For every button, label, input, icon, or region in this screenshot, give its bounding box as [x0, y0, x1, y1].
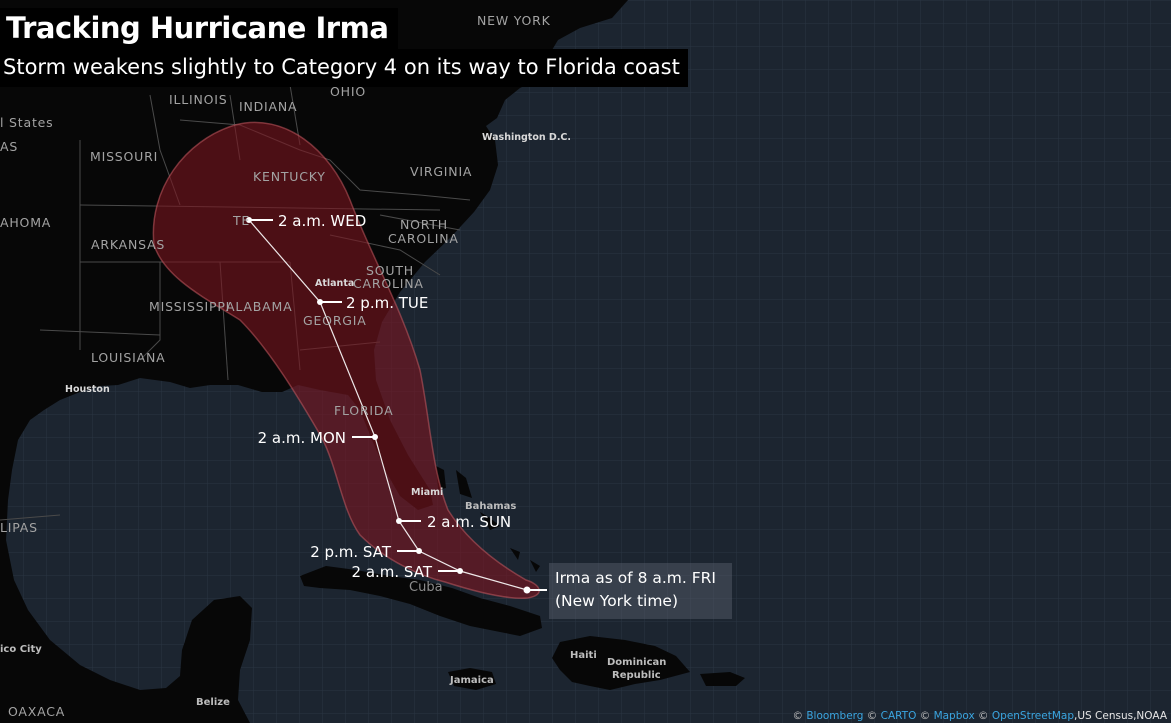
map-label-oaxaca: OAXACA [8, 704, 65, 719]
map-label-republic: Republic [612, 670, 661, 681]
callout-line-2: (New York time) [555, 592, 679, 610]
map-attribution: © Bloomberg © CARTO © Mapbox © OpenStree… [792, 710, 1167, 722]
current-position-point[interactable] [523, 586, 531, 594]
map-label-oklahoma: AHOMA [0, 215, 51, 230]
map-label-indiana: INDIANA [239, 99, 297, 114]
mapbox-link[interactable]: Mapbox [933, 710, 975, 722]
map-label-atlanta: Atlanta [315, 278, 354, 289]
jamaica-land [448, 668, 496, 690]
track-point[interactable] [457, 568, 463, 574]
map-label-houston: Houston [65, 384, 110, 395]
page-subtitle: Storm weakens slightly to Category 4 on … [0, 49, 688, 87]
openstreetmap-link[interactable]: OpenStreetMap [991, 710, 1074, 722]
map-label-mississippi: MISSISSIPPI [149, 299, 230, 314]
copyright-mark: © [919, 710, 931, 722]
carto-link[interactable]: CARTO [880, 710, 917, 722]
map-label-missouri: MISSOURI [90, 149, 158, 164]
map-label-kentucky: KENTUCKY [253, 169, 326, 184]
map-label-washington: Washington D.C. [482, 132, 571, 143]
map-label-new-york: NEW YORK [477, 13, 551, 28]
track-label: 2 p.m. SAT [310, 543, 392, 561]
copyright-mark: © [792, 710, 803, 722]
track-label: 2 a.m. MON [258, 429, 346, 447]
map-label-haiti: Haiti [570, 650, 597, 661]
track-label: 2 p.m. TUE [346, 294, 428, 312]
track-label: 2 a.m. WED [278, 212, 366, 230]
puerto-rico-land [700, 672, 745, 686]
map-label-tamaulipas: LIPAS [0, 520, 38, 535]
map-label-dominican: Dominican [607, 657, 666, 668]
map-label-south-carolina-2: CAROLINA [353, 276, 424, 291]
attribution-rest: ,US Census,NOAA [1074, 710, 1167, 722]
map-label-alabama: ALABAMA [226, 299, 292, 314]
map-label-cuba: Cuba [409, 580, 443, 595]
track-point[interactable] [246, 217, 252, 223]
forecast-cone [152, 121, 540, 600]
map-label-belize: Belize [196, 697, 230, 708]
map-label-florida: FLORIDA [334, 403, 393, 418]
bloomberg-link[interactable]: Bloomberg [806, 710, 864, 722]
map-label-jamaica: Jamaica [449, 675, 494, 686]
track-points [246, 217, 531, 594]
map-label-tennessee: TE [232, 213, 250, 228]
map-label-ohio: OHIO [330, 84, 366, 99]
current-position-callout: Irma as of 8 a.m. FRI (New York time) [549, 563, 732, 619]
map-label-north-carolina-1: NORTH [400, 217, 448, 232]
cuba-land [300, 566, 542, 636]
track-point[interactable] [396, 518, 402, 524]
map-label-bahamas: Bahamas [465, 501, 516, 512]
track-label: 2 a.m. SUN [427, 513, 511, 531]
track-point[interactable] [416, 548, 422, 554]
track-label: 2 a.m. SAT [352, 563, 433, 581]
hispaniola-land [552, 636, 690, 690]
map-label-virginia: VIRGINIA [410, 164, 472, 179]
copyright-mark: © [866, 710, 878, 722]
copyright-mark: © [978, 710, 989, 722]
map-label-as: AS [0, 139, 18, 154]
map-label-north-carolina-2: CAROLINA [388, 231, 459, 246]
track-point[interactable] [317, 299, 323, 305]
map-label-mexico-city: ico City [0, 644, 42, 655]
bahamas-islands [436, 466, 540, 572]
callout-line-1: Irma as of 8 a.m. FRI [555, 569, 716, 587]
map-label-arkansas: ARKANSAS [91, 237, 165, 252]
map-label-south-carolina-1: SOUTH [366, 263, 414, 278]
track-point[interactable] [372, 434, 378, 440]
caribbean-labels: Bahamas ico City Haiti Dominican Republi… [0, 501, 666, 708]
track-labels: 2 a.m. WED 2 p.m. TUE 2 a.m. MON 2 a.m. … [258, 212, 512, 581]
page-title: Tracking Hurricane Irma [0, 8, 399, 52]
label-connectors [249, 219, 547, 591]
map-label-miami: Miami [411, 487, 443, 498]
map-label-louisiana: LOUISIANA [91, 350, 165, 365]
city-labels: Washington D.C. Atlanta Houston Miami [65, 132, 571, 498]
map-label-illinois: ILLINOIS [169, 92, 228, 107]
map-label-georgia: GEORGIA [303, 313, 367, 328]
region-labels: NEW YORK OHIO ILLINOIS INDIANA l States … [0, 13, 551, 719]
map-label-united-states: l States [0, 115, 53, 130]
